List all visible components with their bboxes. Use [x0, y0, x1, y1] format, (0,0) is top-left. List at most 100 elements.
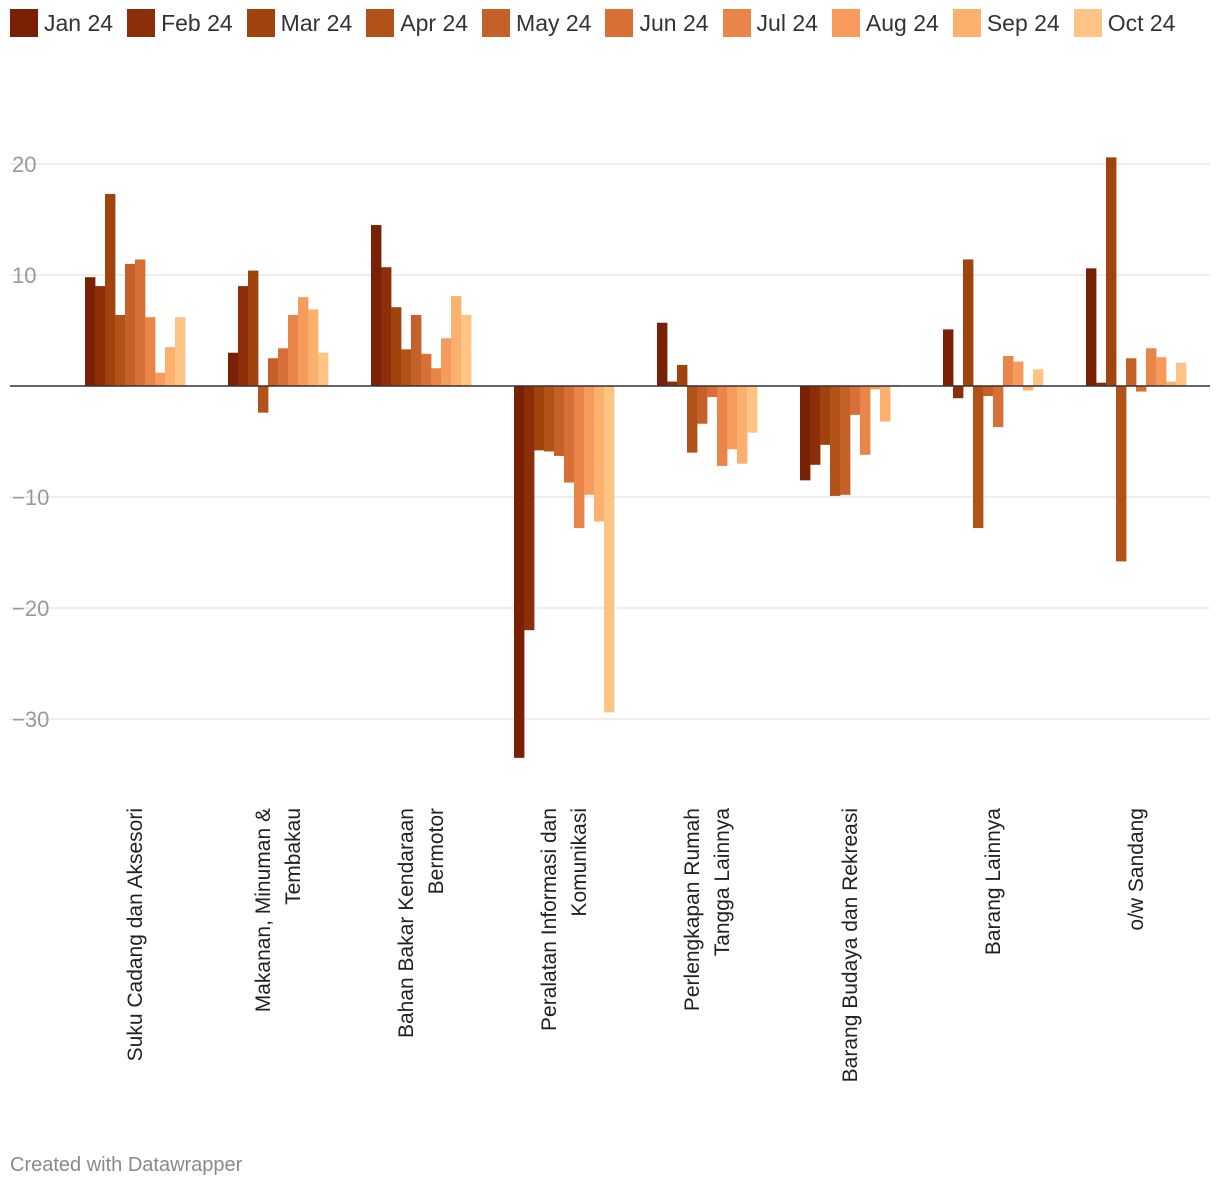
bar-apr-24 — [115, 314, 126, 386]
bar-jun-24 — [993, 386, 1004, 428]
bar-oct-24 — [461, 314, 472, 386]
bar-jul-24 — [1003, 356, 1014, 386]
bar-sep-24 — [1166, 381, 1177, 386]
legend-item: Jul 24 — [722, 8, 818, 38]
x-category-label: Bahan Bakar Kendaraan — [395, 808, 418, 1038]
bar-jan-24 — [371, 225, 382, 386]
bar-jan-24 — [943, 329, 954, 386]
x-category-label: Suku Cadang dan Aksesori — [124, 808, 147, 1061]
bar-may-24 — [125, 263, 136, 386]
bar-apr-24 — [258, 386, 269, 413]
y-tick-label: 10 — [12, 263, 36, 288]
chart-legend: Jan 24 Feb 24 Mar 24 Apr 24 May 24 Jun 24 Jul … — [10, 8, 1210, 38]
legend-swatch — [722, 9, 751, 37]
legend-label: Aug 24 — [865, 9, 939, 36]
legend-swatch — [605, 9, 634, 37]
bar-oct-24 — [1176, 362, 1187, 386]
bar-apr-24 — [830, 386, 841, 496]
bar-oct-24 — [1033, 369, 1044, 386]
bar-oct-24 — [604, 386, 615, 713]
legend-item: Sep 24 — [952, 8, 1060, 38]
bar-apr-24 — [1116, 386, 1127, 562]
bar-jun-24 — [564, 386, 575, 483]
bar-mar-24 — [391, 307, 402, 386]
legend-swatch — [127, 9, 156, 37]
bar-feb-24 — [667, 381, 678, 386]
legend-swatch — [482, 9, 511, 37]
bar-jan-24 — [800, 386, 811, 481]
bar-sep-24 — [737, 386, 748, 464]
bar-jan-24 — [85, 277, 96, 386]
y-tick-label: −20 — [12, 596, 49, 621]
bar-aug-24 — [155, 372, 166, 386]
x-category-label: Perlengkapan Rumah — [681, 808, 704, 1011]
legend-label: Jun 24 — [639, 9, 709, 36]
legend-item: Jan 24 — [10, 8, 113, 38]
bar-aug-24 — [1013, 361, 1024, 386]
legend-item: May 24 — [482, 8, 591, 38]
bar-may-24 — [1126, 358, 1137, 386]
legend-swatch — [1073, 9, 1102, 37]
bar-sep-24 — [308, 309, 319, 386]
bar-jun-24 — [135, 259, 146, 386]
bar-jul-24 — [431, 368, 442, 386]
legend-item: Aug 24 — [831, 8, 939, 38]
footer-credit: Created with Datawrapper — [10, 1154, 243, 1176]
x-category-label: Bermotor — [425, 808, 448, 894]
bar-mar-24 — [677, 364, 688, 386]
legend-label: Jan 24 — [44, 9, 114, 36]
bar-mar-24 — [534, 386, 545, 451]
bar-jan-24 — [1086, 268, 1097, 386]
bar-jun-24 — [421, 353, 432, 386]
legend-item: Apr 24 — [366, 8, 468, 38]
legend-item: Jun 24 — [605, 8, 709, 38]
bar-apr-24 — [401, 349, 412, 386]
bar-jun-24 — [850, 386, 861, 415]
legend-swatch — [10, 9, 38, 37]
x-category-label: Komunikasi — [568, 808, 591, 917]
x-category-label: Makanan, Minuman & — [252, 808, 275, 1012]
y-tick-label: 20 — [12, 152, 36, 177]
legend-swatch — [366, 9, 395, 37]
legend-label: Mar 24 — [280, 9, 353, 36]
bar-aug-24 — [1156, 357, 1167, 386]
bar-feb-24 — [810, 386, 821, 465]
legend-label: Feb 24 — [161, 9, 233, 36]
bar-aug-24 — [870, 386, 881, 390]
bar-may-24 — [697, 386, 708, 424]
legend-item: Mar 24 — [246, 8, 353, 38]
bar-sep-24 — [880, 386, 891, 422]
bar-jul-24 — [717, 386, 728, 466]
bar-apr-24 — [973, 386, 984, 529]
bar-jan-24 — [514, 386, 525, 758]
bar-sep-24 — [1023, 386, 1034, 391]
bar-mar-24 — [248, 270, 259, 386]
bar-oct-24 — [747, 386, 758, 433]
bar-aug-24 — [298, 297, 309, 386]
bar-mar-24 — [963, 259, 974, 386]
bar-oct-24 — [175, 317, 186, 386]
legend-label: Sep 24 — [986, 9, 1060, 36]
bar-feb-24 — [381, 267, 392, 386]
y-tick-label: −30 — [12, 707, 49, 732]
bar-sep-24 — [451, 296, 462, 386]
x-category-label: Barang Lainnya — [982, 808, 1005, 955]
legend-label: Jul 24 — [756, 9, 818, 36]
bar-sep-24 — [594, 386, 605, 522]
bar-jun-24 — [278, 348, 289, 386]
x-category-label: Tangga Lainnya — [711, 808, 734, 957]
x-category-label: Tembakau — [282, 808, 305, 905]
bar-apr-24 — [687, 386, 698, 453]
bar-may-24 — [268, 358, 279, 386]
bar-may-24 — [983, 386, 994, 396]
bar-jan-24 — [657, 322, 668, 386]
bar-jul-24 — [574, 386, 585, 529]
bar-jul-24 — [288, 314, 299, 386]
y-tick-label: −10 — [12, 485, 49, 510]
bar-apr-24 — [544, 386, 555, 452]
legend-item: Feb 24 — [127, 8, 233, 38]
bar-feb-24 — [524, 386, 535, 631]
bar-feb-24 — [95, 286, 106, 386]
bar-aug-24 — [441, 338, 452, 386]
x-category-label: o/w Sandang — [1125, 808, 1148, 931]
